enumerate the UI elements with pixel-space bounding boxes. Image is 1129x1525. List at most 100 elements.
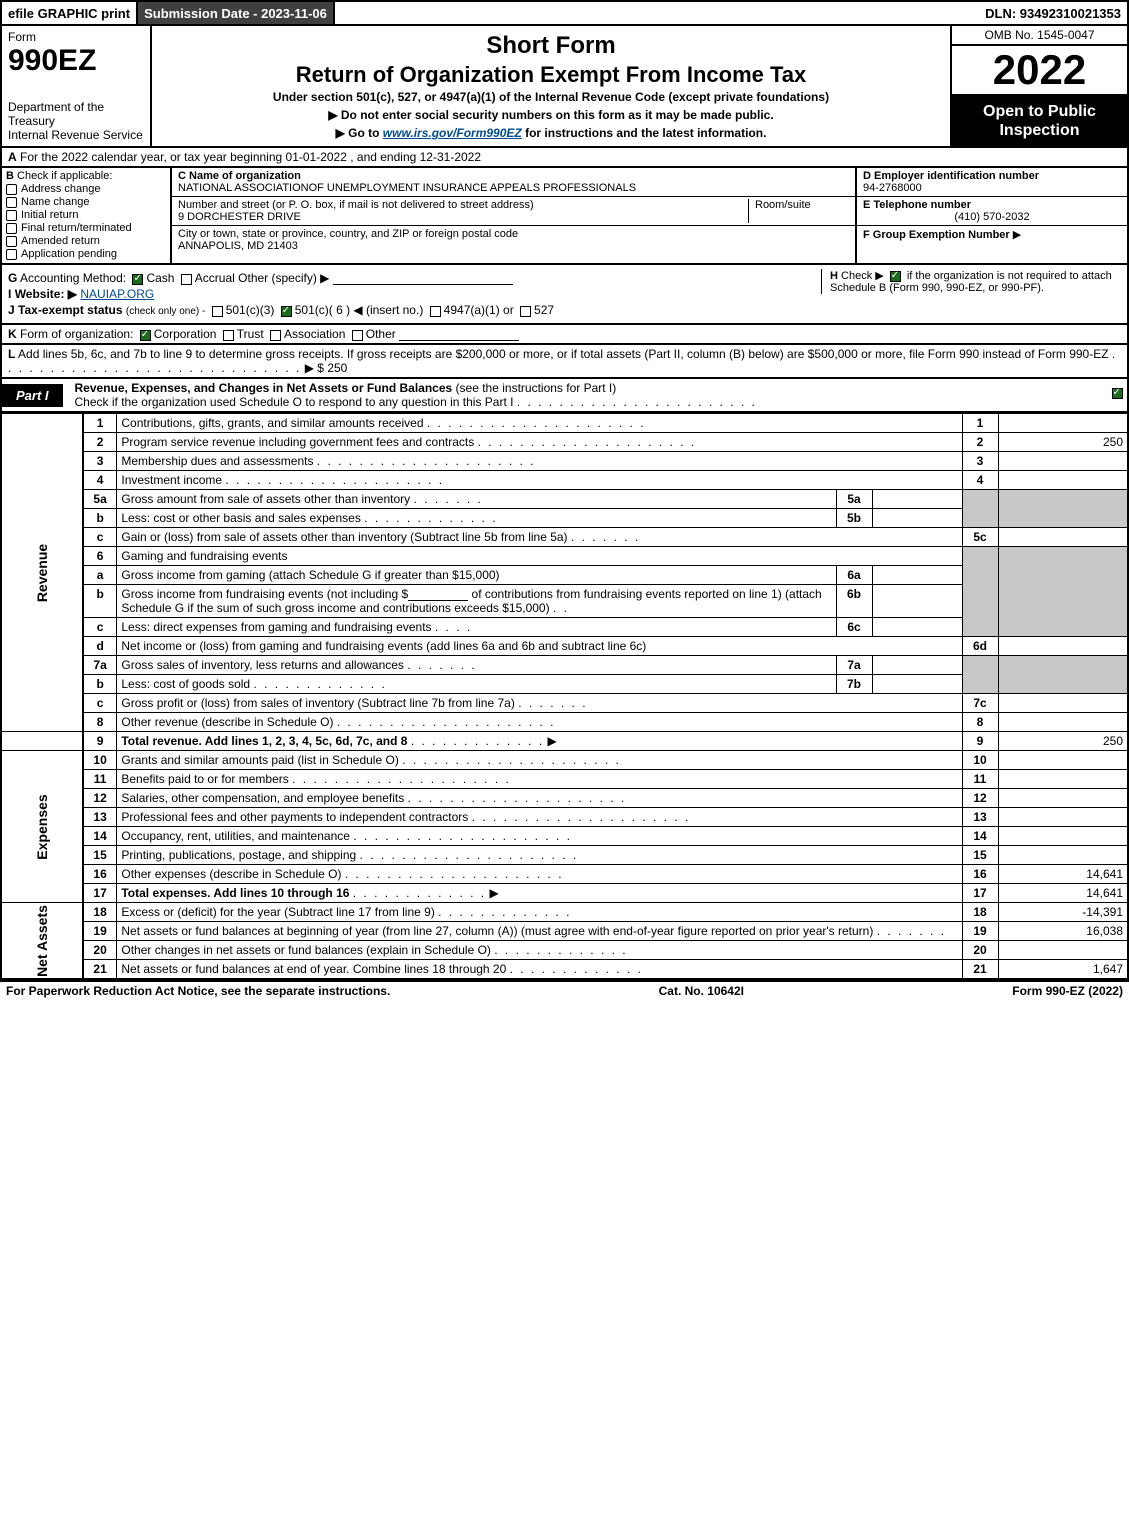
- chk-501c3[interactable]: [212, 306, 223, 317]
- l6b-sub: 6b: [836, 585, 872, 618]
- l7b-desc: Less: cost of goods sold . . . . . . . .…: [117, 675, 836, 694]
- l6c-desc: Less: direct expenses from gaming and fu…: [117, 618, 836, 637]
- website-link[interactable]: NAUIAP.ORG: [80, 287, 154, 301]
- l6-desc: Gaming and fundraising events: [117, 547, 962, 566]
- irs-link[interactable]: www.irs.gov/Form990EZ: [383, 126, 522, 140]
- l6b-amount-input[interactable]: [408, 587, 468, 601]
- topbar-spacer: [335, 2, 979, 24]
- title-short-form: Short Form: [160, 32, 942, 60]
- chk-527[interactable]: [520, 306, 531, 317]
- chk-final-return[interactable]: Final return/terminated: [6, 222, 166, 234]
- i-text: Website: ▶: [15, 287, 77, 301]
- l8-num: 8: [83, 713, 117, 732]
- header-left: Form 990EZ Department of the Treasury In…: [2, 26, 152, 146]
- l3-desc: Membership dues and assessments . . . . …: [117, 452, 962, 471]
- l6abc-rval-shade: [998, 547, 1128, 637]
- chk-501c[interactable]: [281, 306, 292, 317]
- l18-rval: -14,391: [998, 903, 1128, 922]
- l7a-desc: Gross sales of inventory, less returns a…: [117, 656, 836, 675]
- l5b-subval[interactable]: [872, 509, 962, 528]
- l6c-subval[interactable]: [872, 618, 962, 637]
- g-cash: Cash: [146, 271, 174, 285]
- label-h: H: [830, 270, 838, 282]
- l6c-num: c: [83, 618, 117, 637]
- part-1-check-line: Check if the organization used Schedule …: [75, 395, 514, 409]
- part-1-header: Part I Revenue, Expenses, and Changes in…: [0, 379, 1129, 413]
- chk-initial-return[interactable]: Initial return: [6, 209, 166, 221]
- page-footer: For Paperwork Reduction Act Notice, see …: [0, 980, 1129, 1000]
- l-arrow: ▶ $: [305, 361, 324, 375]
- l17-rval: 14,641: [998, 884, 1128, 903]
- l15-rnum: 15: [962, 846, 998, 865]
- l20-rval: [998, 941, 1128, 960]
- l10-num: 10: [83, 751, 117, 770]
- l11-desc: Benefits paid to or for members . . . . …: [117, 770, 962, 789]
- form-number: 990EZ: [8, 44, 144, 78]
- l7c-rval: [998, 694, 1128, 713]
- j-opt-2: 4947(a)(1) or: [444, 303, 514, 317]
- title-return: Return of Organization Exempt From Incom…: [160, 62, 942, 88]
- chk-application-pending[interactable]: Application pending: [6, 248, 166, 260]
- part-1-table: Revenue 1 Contributions, gifts, grants, …: [0, 413, 1129, 980]
- chk-association[interactable]: [270, 330, 281, 341]
- l18-desc: Excess or (deficit) for the year (Subtra…: [117, 903, 962, 922]
- efile-print[interactable]: efile GRAPHIC print: [2, 2, 138, 24]
- l7b-subval[interactable]: [872, 675, 962, 694]
- k-other-input[interactable]: [399, 327, 519, 341]
- l7ab-rval-shade: [998, 656, 1128, 694]
- l20-rnum: 20: [962, 941, 998, 960]
- chk-amended-return[interactable]: Amended return: [6, 235, 166, 247]
- c-addr-row: Number and street (or P. O. box, if mail…: [172, 197, 855, 226]
- l7a-subval[interactable]: [872, 656, 962, 675]
- l6a-subval[interactable]: [872, 566, 962, 585]
- link-post: for instructions and the latest informat…: [522, 126, 767, 140]
- chk-4947[interactable]: [430, 306, 441, 317]
- g-text: Accounting Method:: [20, 271, 126, 285]
- l6a-num: a: [83, 566, 117, 585]
- chk-address-change[interactable]: Address change: [6, 183, 166, 195]
- chk-trust[interactable]: [223, 330, 234, 341]
- omb-number: OMB No. 1545-0047: [952, 26, 1127, 46]
- row-h: H Check ▶ if the organization is not req…: [821, 269, 1121, 294]
- l16-rval: 14,641: [998, 865, 1128, 884]
- h-text: Check ▶: [841, 270, 884, 282]
- col-def: D Employer identification number 94-2768…: [857, 168, 1127, 263]
- l10-desc: Grants and similar amounts paid (list in…: [117, 751, 962, 770]
- l19-desc: Net assets or fund balances at beginning…: [117, 922, 962, 941]
- part-1-title-bold: Revenue, Expenses, and Changes in Net As…: [75, 381, 453, 395]
- l20-desc: Other changes in net assets or fund bala…: [117, 941, 962, 960]
- l12-desc: Salaries, other compensation, and employ…: [117, 789, 962, 808]
- c-name-row: C Name of organization NATIONAL ASSOCIAT…: [172, 168, 855, 197]
- g-accrual: Accrual: [195, 271, 235, 285]
- l6b-subval[interactable]: [872, 585, 962, 618]
- chk-corporation[interactable]: [140, 330, 151, 341]
- l7c-rnum: 7c: [962, 694, 998, 713]
- chk-accrual[interactable]: [181, 274, 192, 285]
- l13-desc: Professional fees and other payments to …: [117, 808, 962, 827]
- chk-cash[interactable]: [132, 274, 143, 285]
- l13-rval: [998, 808, 1128, 827]
- chk-name-change[interactable]: Name change: [6, 196, 166, 208]
- l15-num: 15: [83, 846, 117, 865]
- c-name-hdr: Name of organization: [189, 170, 301, 182]
- chk-schedule-b[interactable]: [890, 271, 901, 282]
- l5c-num: c: [83, 528, 117, 547]
- l10-rval: [998, 751, 1128, 770]
- g-other-input[interactable]: [333, 271, 513, 285]
- l1-rval: [998, 414, 1128, 433]
- l4-num: 4: [83, 471, 117, 490]
- l5a-subval[interactable]: [872, 490, 962, 509]
- l11-rnum: 11: [962, 770, 998, 789]
- part-1-title: Revenue, Expenses, and Changes in Net As…: [71, 379, 1107, 411]
- l9-num: 9: [83, 732, 117, 751]
- col-c: C Name of organization NATIONAL ASSOCIAT…: [172, 168, 857, 263]
- l7b-num: b: [83, 675, 117, 694]
- chk-schedule-o[interactable]: [1112, 388, 1123, 399]
- chk-other-org[interactable]: [352, 330, 363, 341]
- c-addr-hdr: Number and street (or P. O. box, if mail…: [178, 199, 534, 211]
- form-header: Form 990EZ Department of the Treasury In…: [0, 26, 1129, 148]
- l5a-sub: 5a: [836, 490, 872, 509]
- l6b-desc: Gross income from fundraising events (no…: [117, 585, 836, 618]
- l11-num: 11: [83, 770, 117, 789]
- l12-num: 12: [83, 789, 117, 808]
